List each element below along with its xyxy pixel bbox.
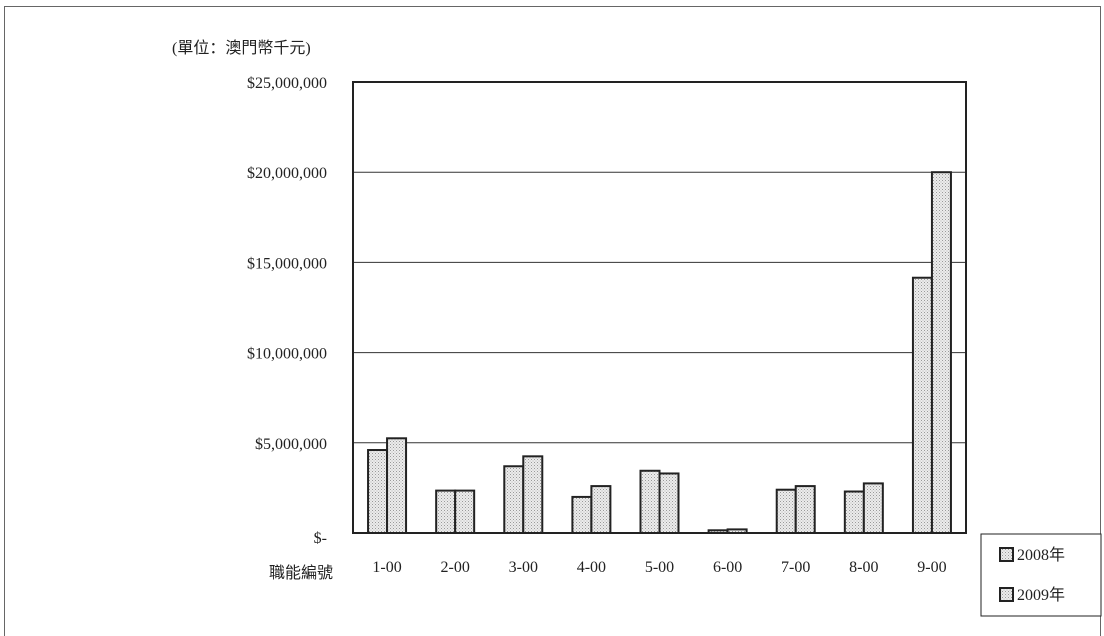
x-axis-tick-labels: 1-00 2-00 3-00 4-00 5-00 6-00 7-00 8-00 9-00: [372, 559, 946, 576]
x-tick-label: 6-00: [713, 559, 742, 576]
bar-2009年-9-00: [930, 171, 952, 534]
y-tick-label: $15,000,000: [247, 255, 327, 272]
x-tick-label: 7-00: [781, 559, 810, 576]
bar-2009年-4-00: [590, 485, 612, 535]
bar-2008年-9-00: [911, 276, 933, 535]
x-tick-label: 2-00: [441, 559, 470, 576]
y-tick-label: $10,000,000: [247, 346, 327, 363]
bar-2009年-5-00: [658, 472, 680, 534]
bar-2008年-3-00: [503, 465, 525, 535]
bar-2008年-7-00: [775, 488, 797, 535]
x-tick-label: 3-00: [509, 559, 538, 576]
y-tick-label: $20,000,000: [247, 165, 327, 182]
bar-2009年-8-00: [862, 482, 884, 535]
legend-swatch: [999, 587, 1014, 602]
y-tick-label: $25,000,000: [247, 75, 327, 92]
bar-2008年-2-00: [435, 489, 457, 534]
bar-2009年-7-00: [794, 485, 816, 535]
y-tick-label: $5,000,000: [255, 436, 327, 453]
bar-2009年-3-00: [522, 455, 544, 534]
gridlines: [353, 171, 966, 444]
y-axis-tick-labels: $- $5,000,000 $10,000,000 $15,000,000 $20,00…: [247, 75, 327, 547]
legend-swatch: [999, 547, 1014, 562]
x-tick-label: 5-00: [645, 559, 674, 576]
bar-2008年-8-00: [843, 490, 865, 534]
bar-2009年-1-00: [386, 437, 408, 535]
bar-2008年-5-00: [639, 469, 661, 534]
bar-2009年-2-00: [454, 489, 476, 534]
y-tick-label: $-: [314, 530, 327, 547]
bar-2008年-1-00: [367, 449, 389, 534]
bar-2008年-4-00: [571, 495, 593, 535]
chart-frame: [4, 6, 1101, 636]
x-tick-label: 9-00: [917, 559, 946, 576]
x-tick-label: 8-00: [849, 559, 878, 576]
legend-label: 2008年: [1017, 546, 1065, 564]
plot-area-border: [352, 81, 967, 534]
x-axis-title: 職能編號: [269, 564, 333, 582]
x-tick-label: 1-00: [372, 559, 401, 576]
unit-label: (單位：澳門幣千元): [172, 39, 311, 57]
x-tick-label: 4-00: [577, 559, 606, 576]
legend: 2008年 2009年: [980, 533, 1102, 617]
legend-label: 2009年: [1017, 586, 1065, 604]
